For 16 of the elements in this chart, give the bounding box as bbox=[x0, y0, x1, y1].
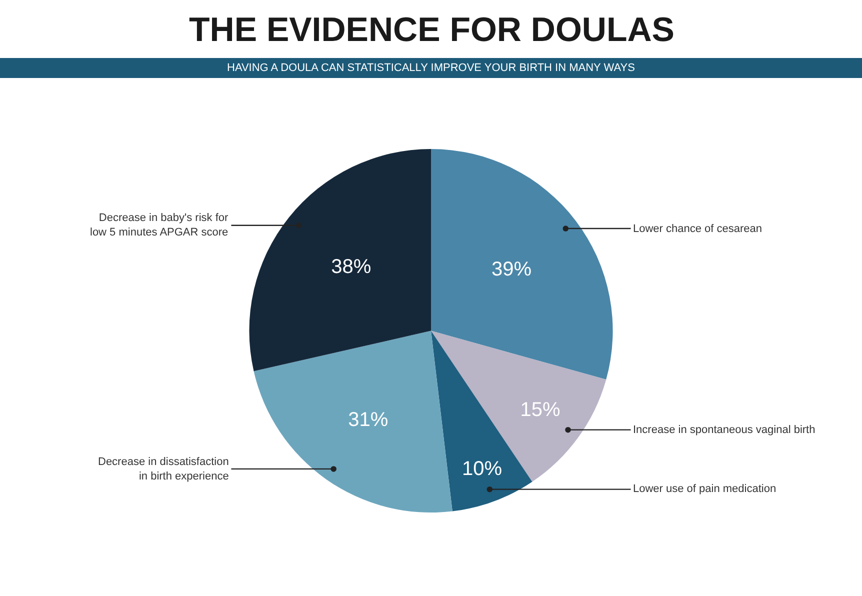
data-label: 15% bbox=[520, 398, 560, 421]
data-label: 10% bbox=[462, 458, 502, 480]
slice-label: Decrease in baby's risk for low 5 minutes APGAR score bbox=[90, 212, 229, 238]
slice-label: Lower chance of cesarean bbox=[633, 223, 762, 235]
pie-slice bbox=[249, 149, 431, 372]
pie-slice bbox=[254, 330, 452, 513]
pie-slice bbox=[431, 149, 613, 380]
chart-title: THE EVIDENCE FOR DOULAS bbox=[189, 11, 674, 49]
chart-subtitle: HAVING A DOULA CAN STATISTICALLY IMPROVE YOUR BIRTH IN MANY WAYS bbox=[227, 62, 635, 74]
data-label: 39% bbox=[491, 258, 532, 281]
slice-label: Decrease in dissatisfaction in birth experience bbox=[98, 456, 229, 482]
data-label: 31% bbox=[348, 408, 388, 431]
pie-slice bbox=[431, 330, 606, 482]
data-label: 38% bbox=[331, 256, 372, 278]
slice-label: Lower use of pain medication bbox=[633, 483, 776, 495]
slice-label: Increase in spontaneous vaginal birth bbox=[633, 424, 816, 436]
